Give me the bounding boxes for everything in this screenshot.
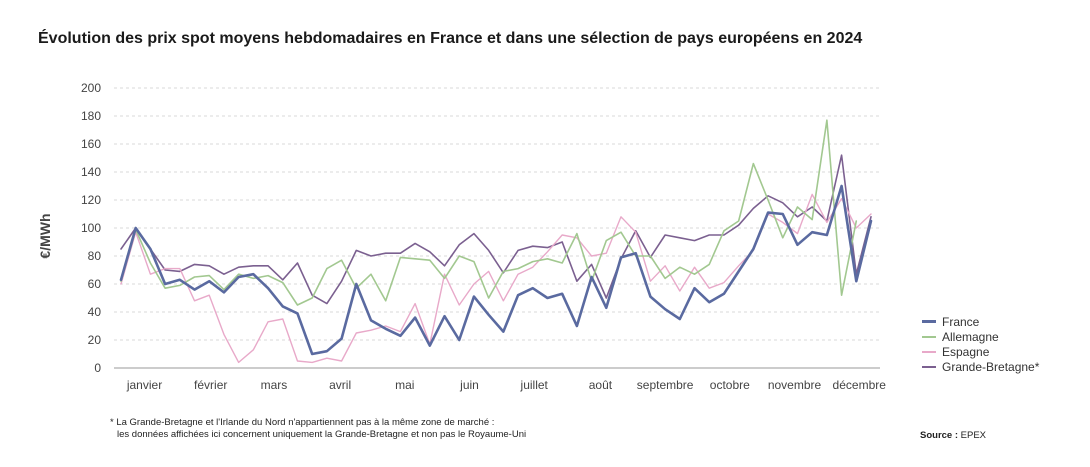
source-label: Source :: [920, 430, 959, 441]
x-tick-label: décembre: [833, 378, 887, 392]
x-tick-label: janvier: [126, 378, 162, 392]
y-tick-label: 0: [94, 361, 101, 375]
x-tick-label: mai: [395, 378, 414, 392]
source-value: EPEX: [960, 430, 987, 441]
legend-label: Allemagne: [942, 329, 999, 344]
x-tick-label: juillet: [520, 378, 549, 392]
legend-label: Grande-Bretagne*: [942, 359, 1040, 374]
footnote: * La Grande-Bretagne et l'Irlande du Nor…: [110, 417, 526, 441]
y-tick-label: 40: [88, 305, 102, 319]
x-tick-label: mars: [261, 378, 288, 392]
legend-item: Grande-Bretagne*: [922, 359, 1039, 374]
series-line-france: [119, 184, 873, 356]
legend-swatch: [922, 320, 936, 323]
y-axis-label: €/MWh: [37, 213, 53, 258]
footnote-line-2: les données affichées ici concernent uni…: [117, 429, 527, 440]
y-tick-label: 140: [81, 165, 101, 179]
legend-item: Allemagne: [922, 329, 1039, 344]
x-tick-label: avril: [329, 378, 351, 392]
footnote-line-1: * La Grande-Bretagne et l'Irlande du Nor…: [110, 417, 495, 428]
y-tick-label: 100: [81, 221, 101, 235]
legend-label: Espagne: [942, 344, 990, 359]
y-tick-label: 80: [88, 249, 102, 263]
series-lines: [119, 119, 873, 364]
y-axis-ticks: 0 20 40 60 80 100 120 140 160 180 200: [81, 81, 101, 375]
legend: France Allemagne Espagne Grande-Bretagne*: [922, 314, 1039, 374]
x-tick-label: octobre: [710, 378, 750, 392]
legend-swatch: [922, 365, 936, 368]
series-line-grande-bretagne: [120, 154, 872, 305]
y-tick-label: 180: [81, 109, 101, 123]
y-tick-label: 120: [81, 193, 101, 207]
legend-swatch: [922, 335, 936, 338]
legend-label: France: [942, 314, 980, 329]
source: Source : EPEX: [920, 430, 986, 441]
y-tick-label: 20: [88, 333, 102, 347]
x-tick-label: février: [194, 378, 227, 392]
series-line-allemagne: [120, 119, 858, 306]
x-axis: janvier février mars avril mai juin juillet aoû…: [114, 367, 887, 392]
x-tick-label: septembre: [637, 378, 694, 392]
y-tick-label: 200: [81, 81, 101, 95]
legend-item: France: [922, 314, 1039, 329]
legend-item: Espagne: [922, 344, 1039, 359]
chart-title: Évolution des prix spot moyens hebdomada…: [38, 30, 863, 47]
y-tick-label: 60: [88, 277, 102, 291]
x-tick-label: août: [589, 378, 613, 392]
y-tick-label: 160: [81, 137, 101, 151]
series-line-espagne: [120, 193, 872, 364]
x-tick-label: juin: [459, 378, 479, 392]
x-tick-label: novembre: [768, 378, 822, 392]
grid-lines: [114, 87, 880, 341]
legend-swatch: [922, 350, 936, 353]
